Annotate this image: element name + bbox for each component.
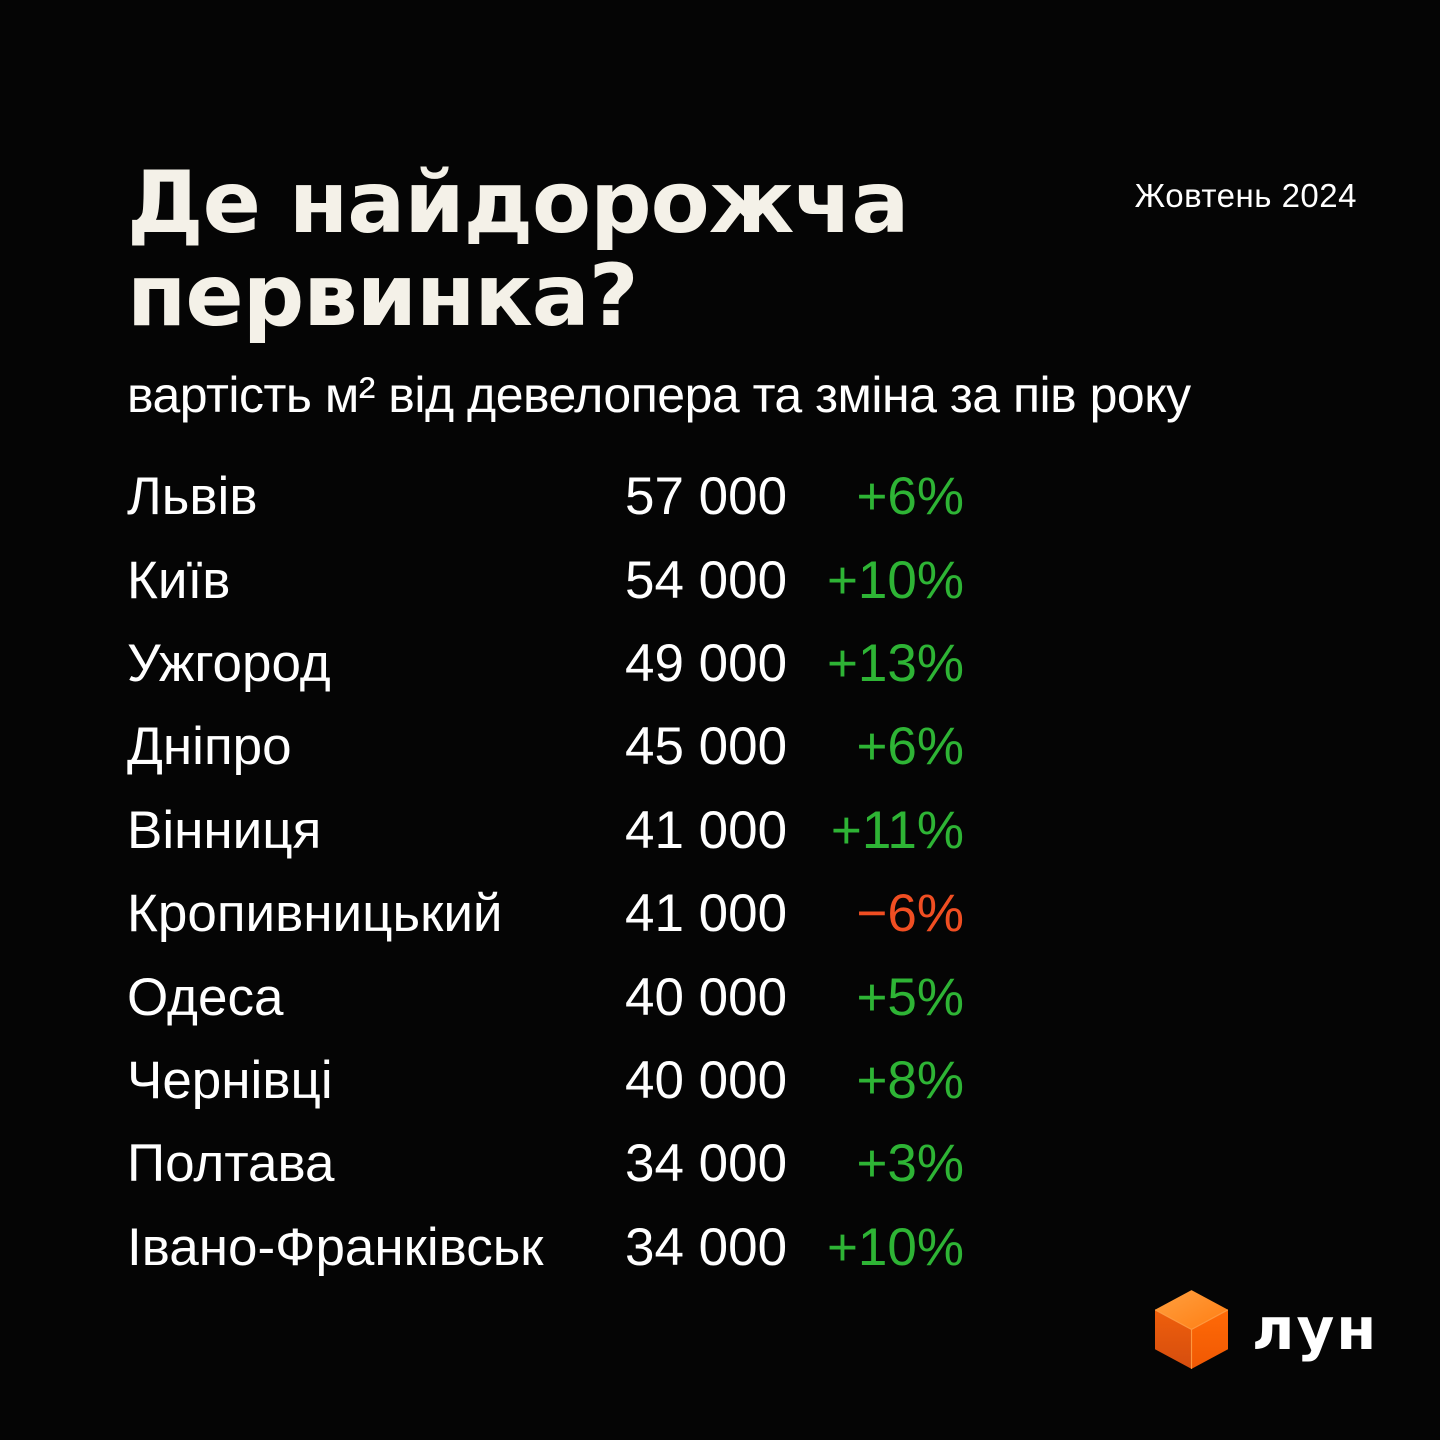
change-value: +8% bbox=[856, 1050, 964, 1110]
table-row: Кропивницький 41 000 −6% bbox=[127, 872, 964, 955]
price-value: 34 000 bbox=[625, 1134, 788, 1194]
table-row: Полтава 34 000 +3% bbox=[127, 1122, 964, 1205]
table-row: Івано-Франківськ 34 000 +10% bbox=[127, 1206, 964, 1289]
change-value: +10% bbox=[826, 550, 964, 610]
city-name: Київ bbox=[127, 550, 231, 610]
table-row: Львів 57 000 +6% bbox=[127, 455, 964, 538]
table-row: Одеса 40 000 +5% bbox=[127, 955, 964, 1038]
price-value: 40 000 bbox=[625, 967, 788, 1027]
city-name: Чернівці bbox=[127, 1050, 333, 1110]
city-name: Івано-Франківськ bbox=[127, 1217, 544, 1277]
change-value: +6% bbox=[856, 467, 964, 527]
change-value: +5% bbox=[856, 967, 964, 1027]
city-name: Одеса bbox=[127, 967, 284, 1027]
change-value: +13% bbox=[826, 633, 964, 693]
city-name: Дніпро bbox=[127, 717, 292, 777]
table-row: Київ 54 000 +10% bbox=[127, 538, 964, 621]
price-table: Львів 57 000 +6% Київ 54 000 +10% Ужгород 49 00… bbox=[127, 455, 964, 1289]
table-row: Ужгород 49 000 +13% bbox=[127, 622, 964, 705]
table-row: Чернівці 40 000 +8% bbox=[127, 1039, 964, 1122]
city-name: Ужгород bbox=[127, 633, 331, 693]
price-value: 41 000 bbox=[625, 884, 788, 944]
brand-logo: лун bbox=[1155, 1289, 1378, 1369]
price-value: 45 000 bbox=[625, 717, 788, 777]
city-name: Кропивницький bbox=[127, 884, 503, 944]
city-name: Вінниця bbox=[127, 800, 322, 860]
price-value: 40 000 bbox=[625, 1050, 788, 1110]
price-value: 54 000 bbox=[625, 550, 788, 610]
change-value: +10% bbox=[826, 1217, 964, 1277]
page-title: Де найдорожча первинка? bbox=[127, 153, 909, 346]
table-row: Вінниця 41 000 +11% bbox=[127, 789, 964, 872]
price-value: 34 000 bbox=[625, 1217, 788, 1277]
page-title-line1: Де найдорожча bbox=[127, 153, 909, 253]
subtitle: вартість м² від девелопера та зміна за п… bbox=[127, 367, 1191, 423]
price-value: 57 000 bbox=[625, 467, 788, 527]
lun-cube-icon bbox=[1155, 1289, 1228, 1369]
brand-logo-text: лун bbox=[1252, 1295, 1379, 1363]
city-name: Полтава bbox=[127, 1134, 335, 1194]
change-value: −6% bbox=[856, 884, 964, 944]
page-title-line2: первинка? bbox=[127, 246, 639, 346]
city-name: Львів bbox=[127, 467, 258, 527]
change-value: +3% bbox=[856, 1134, 964, 1194]
date-label: Жовтень 2024 bbox=[1134, 177, 1357, 214]
change-value: +6% bbox=[856, 717, 964, 777]
table-row: Дніпро 45 000 +6% bbox=[127, 705, 964, 788]
price-value: 41 000 bbox=[625, 800, 788, 860]
change-value: +11% bbox=[830, 800, 964, 860]
price-value: 49 000 bbox=[625, 633, 788, 693]
